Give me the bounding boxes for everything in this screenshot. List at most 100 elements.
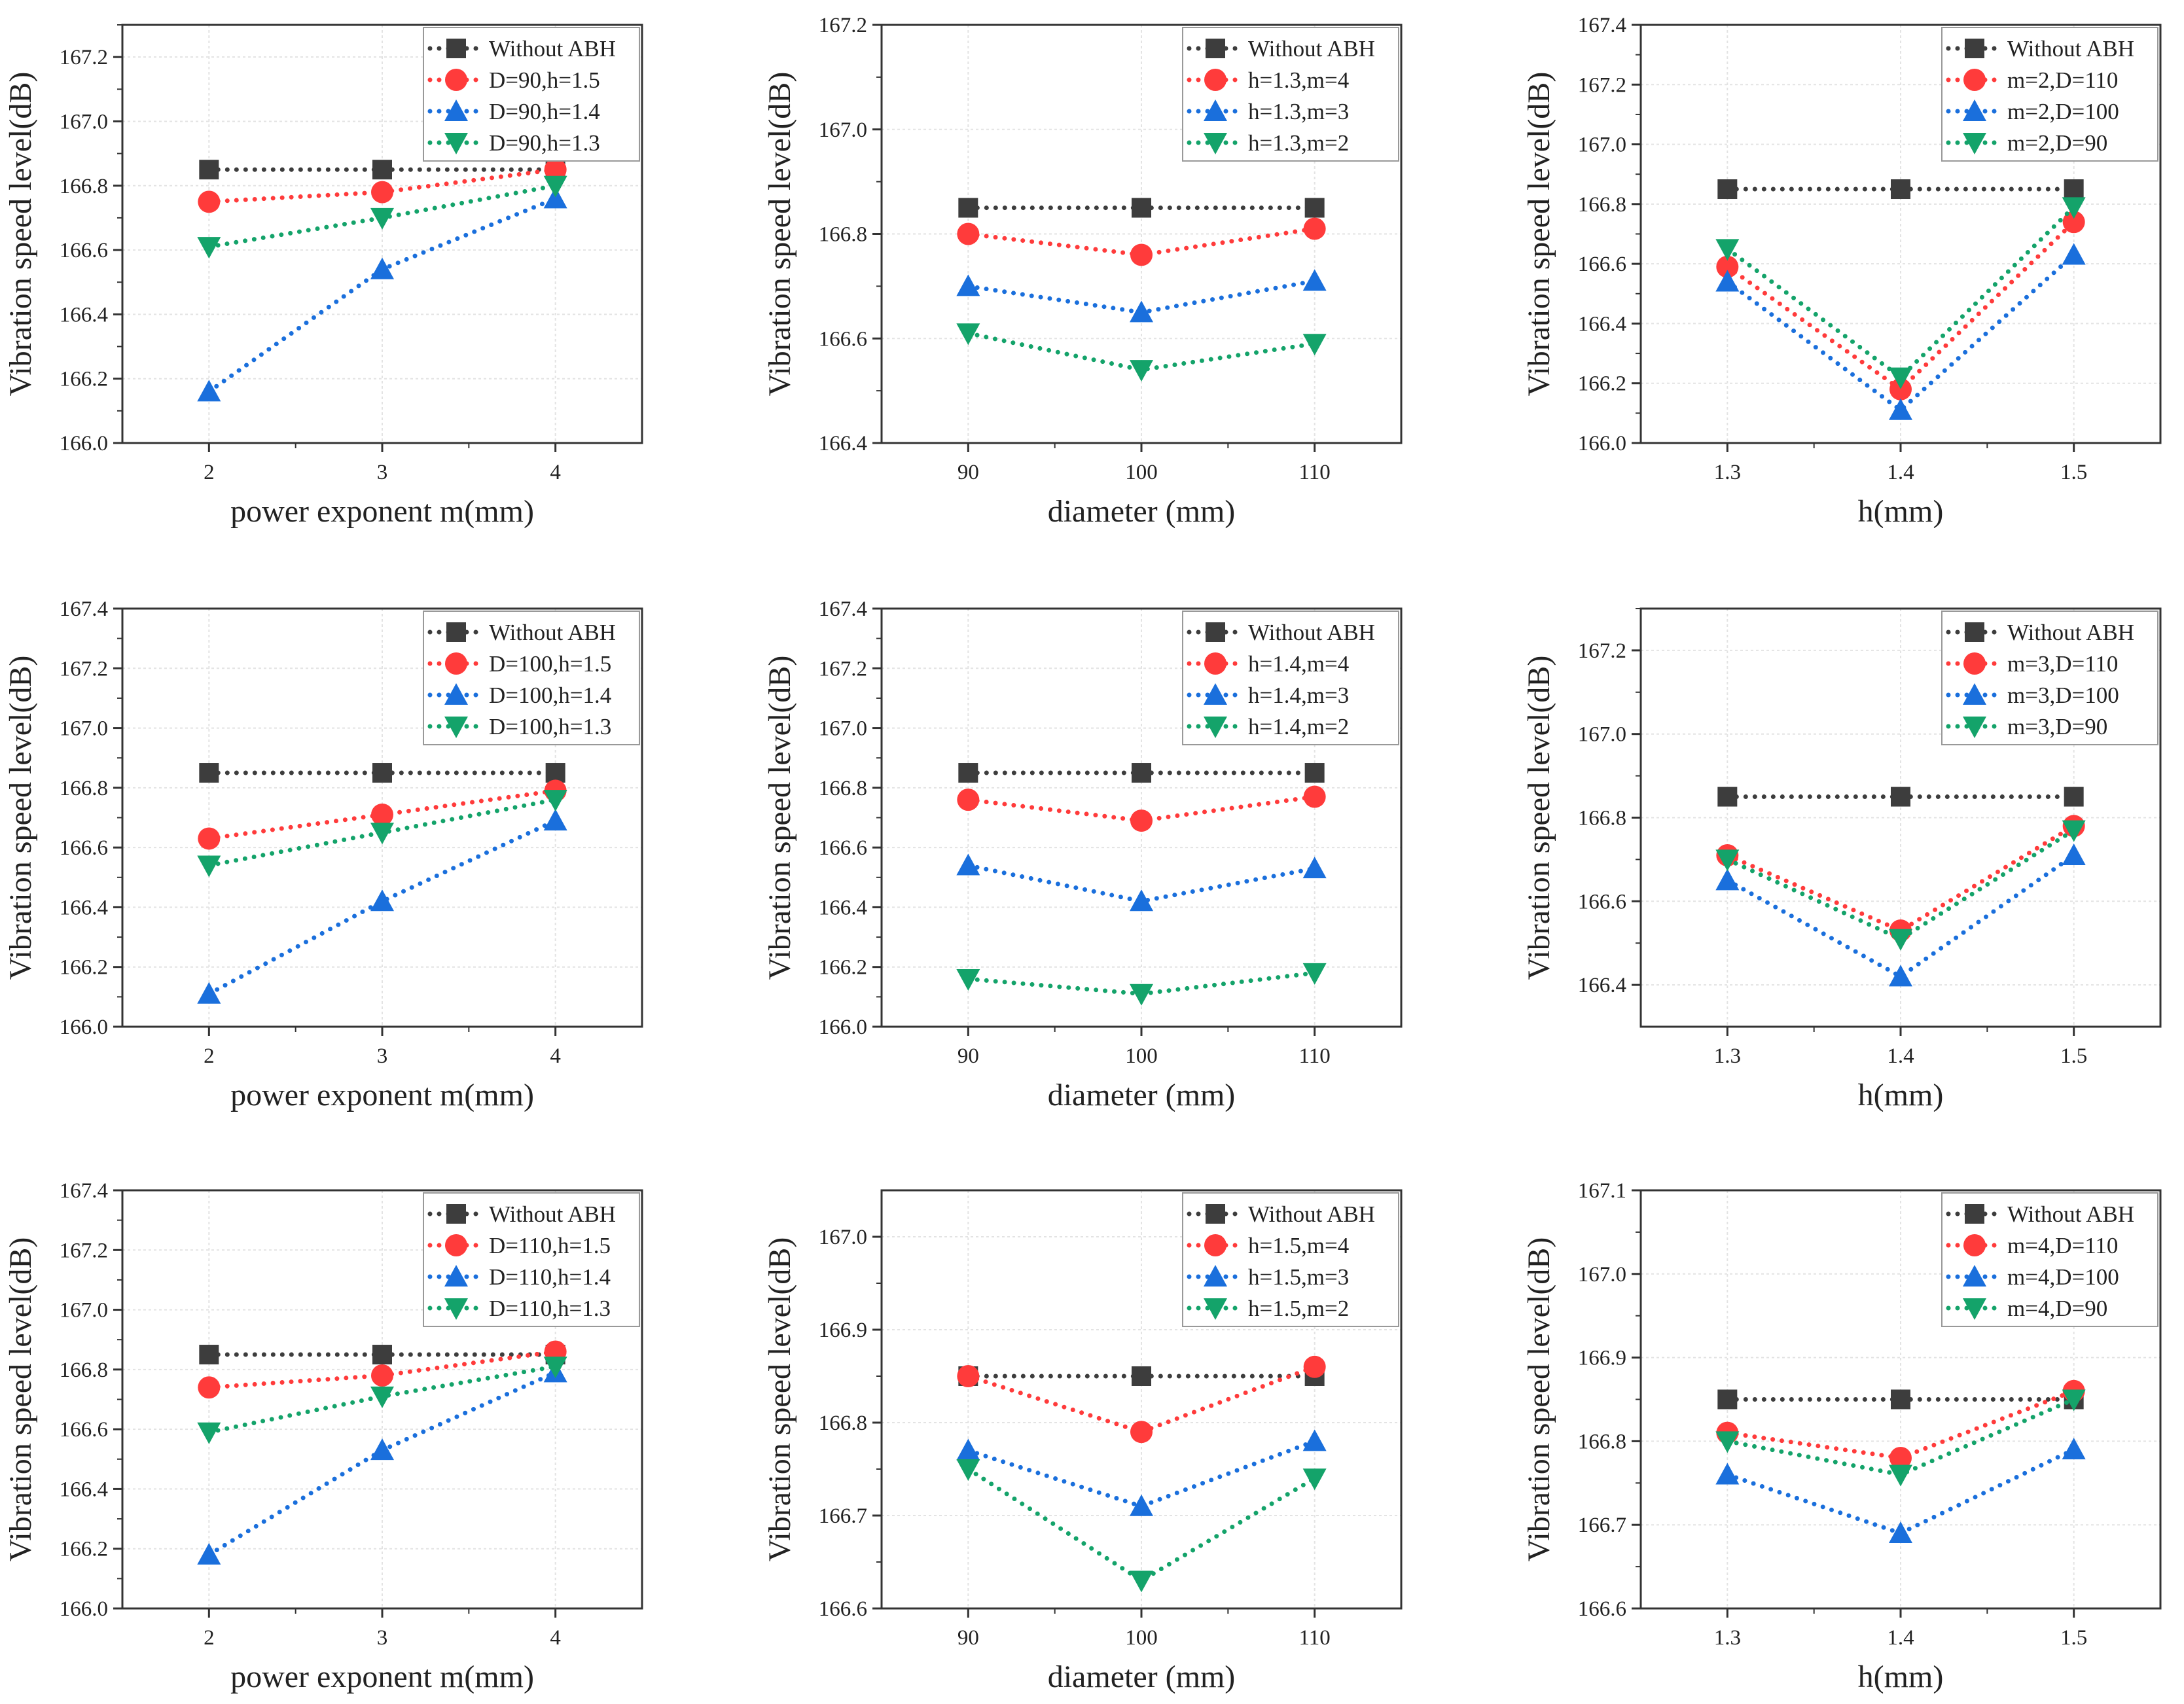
- legend-marker-triangle-up: [1204, 99, 1227, 121]
- x-tick-label: 100: [1125, 1044, 1158, 1068]
- data-point-triangle-down: [197, 237, 221, 259]
- series-4: [1715, 1389, 2086, 1487]
- data-point-circle: [1889, 378, 1912, 400]
- x-tick-label: 1.5: [2060, 1044, 2087, 1068]
- series-4: [197, 790, 567, 878]
- legend-marker-circle: [445, 69, 467, 91]
- legend-label: h=1.5,m=4: [1248, 1233, 1349, 1258]
- y-tick-label: 166.0: [60, 432, 108, 455]
- data-point-triangle-down: [956, 323, 980, 346]
- legend-marker-circle: [1204, 652, 1226, 675]
- x-tick-label: 110: [1299, 1626, 1331, 1650]
- data-point-triangle-down: [1715, 849, 1740, 872]
- y-tick-label: 166.4: [1578, 312, 1626, 336]
- data-point-triangle-down: [2062, 1389, 2086, 1411]
- legend-label: h=1.4,m=3: [1248, 683, 1349, 708]
- data-point-circle: [957, 789, 980, 811]
- x-tick-label: 1.3: [1714, 1626, 1741, 1650]
- data-point-circle: [198, 1376, 221, 1399]
- legend-marker-triangle-up: [1963, 1265, 1986, 1287]
- data-point-circle: [1889, 1446, 1912, 1469]
- legend-label: h=1.5,m=3: [1248, 1264, 1349, 1290]
- series-3: [956, 269, 1327, 323]
- y-tick-label: 167.2: [1578, 639, 1626, 663]
- y-tick-label: 166.4: [819, 432, 867, 455]
- data-point-square: [372, 763, 392, 783]
- data-point-square: [199, 1345, 219, 1365]
- data-point-triangle-up: [543, 186, 567, 209]
- y-tick-label: 166.4: [1578, 974, 1626, 997]
- y-tick-label: 166.4: [819, 896, 867, 919]
- series-3: [1715, 843, 2086, 987]
- series-4: [956, 1459, 1327, 1593]
- data-point-triangle-up: [1889, 398, 1912, 420]
- legend-label: m=4,D=110: [2007, 1233, 2118, 1258]
- y-tick-label: 167.0: [819, 717, 867, 741]
- data-point-triangle-up: [197, 982, 221, 1004]
- data-point-triangle-up: [370, 889, 394, 912]
- data-point-square: [1891, 1389, 1910, 1410]
- series-4: [956, 963, 1327, 1006]
- y-tick-label: 166.7: [819, 1504, 867, 1528]
- data-point-triangle-down: [197, 1422, 221, 1444]
- x-tick-label: 1.4: [1887, 1044, 1914, 1068]
- series-3: [197, 186, 567, 402]
- legend-marker-triangle-down: [444, 133, 468, 154]
- y-tick-label: 166.2: [60, 956, 108, 980]
- legend-marker-triangle-down: [1963, 1298, 1986, 1320]
- legend: Without ABH h=1.5,m=4 h=1.5,m=3 h=1.5,m=2: [1182, 1192, 1399, 1327]
- data-point-square: [199, 763, 219, 783]
- legend-label: D=90,h=1.5: [489, 67, 600, 93]
- x-tick-label: 1.4: [1887, 461, 1914, 484]
- legend-label: Without ABH: [1248, 36, 1375, 62]
- y-tick-label: 166.8: [60, 777, 108, 800]
- legend-label: h=1.5,m=2: [1248, 1296, 1349, 1321]
- legend-marker-triangle-up: [1963, 99, 1986, 121]
- y-tick-label: 166.6: [1578, 1597, 1626, 1621]
- series-4: [197, 1357, 567, 1444]
- legend-marker-circle: [445, 652, 467, 675]
- legend-label: m=3,D=110: [2007, 651, 2118, 677]
- data-point-circle: [1303, 1355, 1326, 1378]
- data-point-triangle-up: [956, 1438, 980, 1461]
- series-line: [1725, 853, 2077, 980]
- y-axis-label: Vibration speed level(dB): [1522, 72, 1556, 397]
- data-point-triangle-down: [2062, 197, 2086, 219]
- y-tick-label: 166.8: [1578, 1430, 1626, 1453]
- series-line: [1725, 823, 2077, 933]
- legend-marker-triangle-down: [1204, 133, 1227, 154]
- data-point-square: [2064, 179, 2084, 200]
- data-point-square: [1132, 1366, 1151, 1386]
- legend-label: Without ABH: [2007, 1201, 2134, 1227]
- y-tick-label: 166.6: [819, 327, 867, 351]
- legend-label: D=90,h=1.3: [489, 130, 600, 156]
- data-point-circle: [198, 827, 221, 850]
- series-4: [956, 323, 1327, 382]
- data-point-square: [1304, 763, 1325, 783]
- y-axis-label: Vibration speed level(dB): [3, 656, 38, 980]
- data-point-square: [372, 1345, 392, 1365]
- legend-marker-square: [1965, 39, 1984, 58]
- legend-marker-square: [1206, 622, 1225, 642]
- legend-label: m=3,D=100: [2007, 683, 2119, 708]
- data-point-square: [1891, 787, 1910, 807]
- data-point-triangle-up: [1715, 1463, 1740, 1485]
- y-tick-label: 167.0: [60, 110, 108, 133]
- legend-label: h=1.3,m=4: [1248, 67, 1349, 93]
- legend-marker-triangle-down: [1204, 1298, 1227, 1320]
- data-point-triangle-down: [1889, 929, 1912, 951]
- y-tick-label: 167.4: [60, 597, 108, 621]
- y-tick-label: 166.8: [60, 1358, 108, 1382]
- y-tick-label: 167.2: [60, 46, 108, 69]
- x-tick-label: 2: [204, 1044, 215, 1068]
- data-point-triangle-down: [956, 1459, 980, 1481]
- y-tick-label: 166.8: [819, 223, 867, 247]
- data-point-square: [545, 763, 565, 783]
- y-tick-label: 166.6: [1578, 253, 1626, 276]
- data-point-triangle-up: [370, 257, 394, 279]
- y-axis-label: Vibration speed level(dB): [762, 72, 797, 397]
- series-line: [965, 1466, 1317, 1584]
- legend-marker-square: [1206, 39, 1225, 58]
